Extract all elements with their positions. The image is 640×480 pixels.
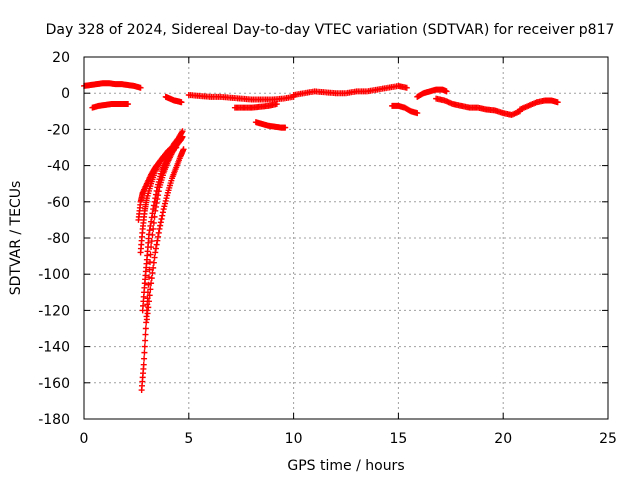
data-point [150, 264, 157, 271]
data-point [140, 361, 147, 368]
data-point [403, 84, 410, 91]
y-tick-label: 20 [52, 50, 70, 66]
data-point [137, 84, 144, 91]
data-point [173, 144, 180, 151]
data-point [125, 101, 132, 108]
data-point [147, 251, 154, 258]
x-tick-label: 20 [494, 431, 512, 447]
series-arc-end-rise [516, 97, 561, 113]
data-point [177, 137, 184, 144]
data-point [178, 99, 185, 106]
data-point [414, 110, 421, 117]
data-point [144, 301, 151, 308]
data-point [150, 225, 157, 232]
series-arc-main-right [290, 82, 410, 99]
data-point [148, 275, 155, 282]
data-point [142, 325, 149, 332]
y-tick-label: -40 [47, 159, 70, 175]
x-axis-label: GPS time / hours [287, 458, 404, 474]
x-tick-label: 0 [80, 431, 89, 447]
data-point [443, 88, 450, 95]
grid [84, 57, 608, 419]
data-point [151, 254, 158, 261]
data-point [146, 266, 153, 273]
data-point [149, 269, 156, 276]
series-arc-dip-early [162, 93, 185, 106]
data-point [150, 219, 157, 226]
data-point [147, 286, 154, 293]
series-arc-dip-mid [252, 119, 289, 131]
x-tick-label: 15 [389, 431, 407, 447]
data-point [143, 316, 150, 323]
data-point [145, 304, 152, 311]
y-tick-label: -60 [47, 195, 70, 211]
series-arc-low-left [89, 101, 132, 111]
data-point [179, 128, 186, 135]
data-point [146, 292, 153, 299]
series-arc-steep-5 [143, 146, 187, 323]
y-axis-label: SDTVAR / TECUs [8, 181, 24, 296]
data-point [142, 331, 149, 338]
y-tick-label: -20 [47, 122, 70, 138]
data-marks [81, 80, 561, 394]
chart-title: Day 328 of 2024, Sidereal Day-to-day VTE… [46, 22, 615, 38]
x-tick-label: 10 [285, 431, 303, 447]
series-arc-hump [414, 86, 450, 100]
data-point [180, 146, 187, 153]
data-point [141, 355, 148, 362]
y-tick-label: -160 [38, 376, 70, 392]
x-tick-label: 25 [599, 431, 617, 447]
data-point [145, 274, 152, 281]
data-point [144, 295, 151, 302]
y-tick-label: -100 [38, 267, 70, 283]
data-point [141, 343, 148, 350]
series-arc-top-left [81, 80, 144, 91]
series-arc-low-mid [231, 101, 280, 111]
data-point [145, 298, 152, 305]
series-arc-steep-4 [135, 144, 180, 223]
series-arc-end-low [483, 106, 523, 118]
y-tick-label: -80 [47, 231, 70, 247]
data-point [554, 99, 561, 106]
axis-ticks [83, 56, 609, 420]
data-point [148, 280, 155, 287]
tick-labels: 0 5 10 15 20 25 20 0 -20 -40 -60 -80 -100 -120 -140 -16… [38, 50, 617, 447]
series-arc-fall [433, 95, 490, 113]
series-arc-main-flat [185, 92, 297, 103]
y-tick-label: -180 [38, 412, 70, 428]
data-point [144, 310, 151, 317]
y-tick-label: 0 [61, 86, 70, 102]
data-point [141, 349, 148, 356]
x-tick-label: 5 [184, 431, 193, 447]
data-point [148, 238, 155, 245]
data-point [273, 101, 280, 108]
series-arc-dip-right [389, 102, 421, 117]
data-point [282, 124, 289, 131]
y-tick-label: -120 [38, 303, 70, 319]
data-point [150, 259, 157, 266]
y-tick-label: -140 [38, 340, 70, 356]
data-point [142, 337, 149, 344]
